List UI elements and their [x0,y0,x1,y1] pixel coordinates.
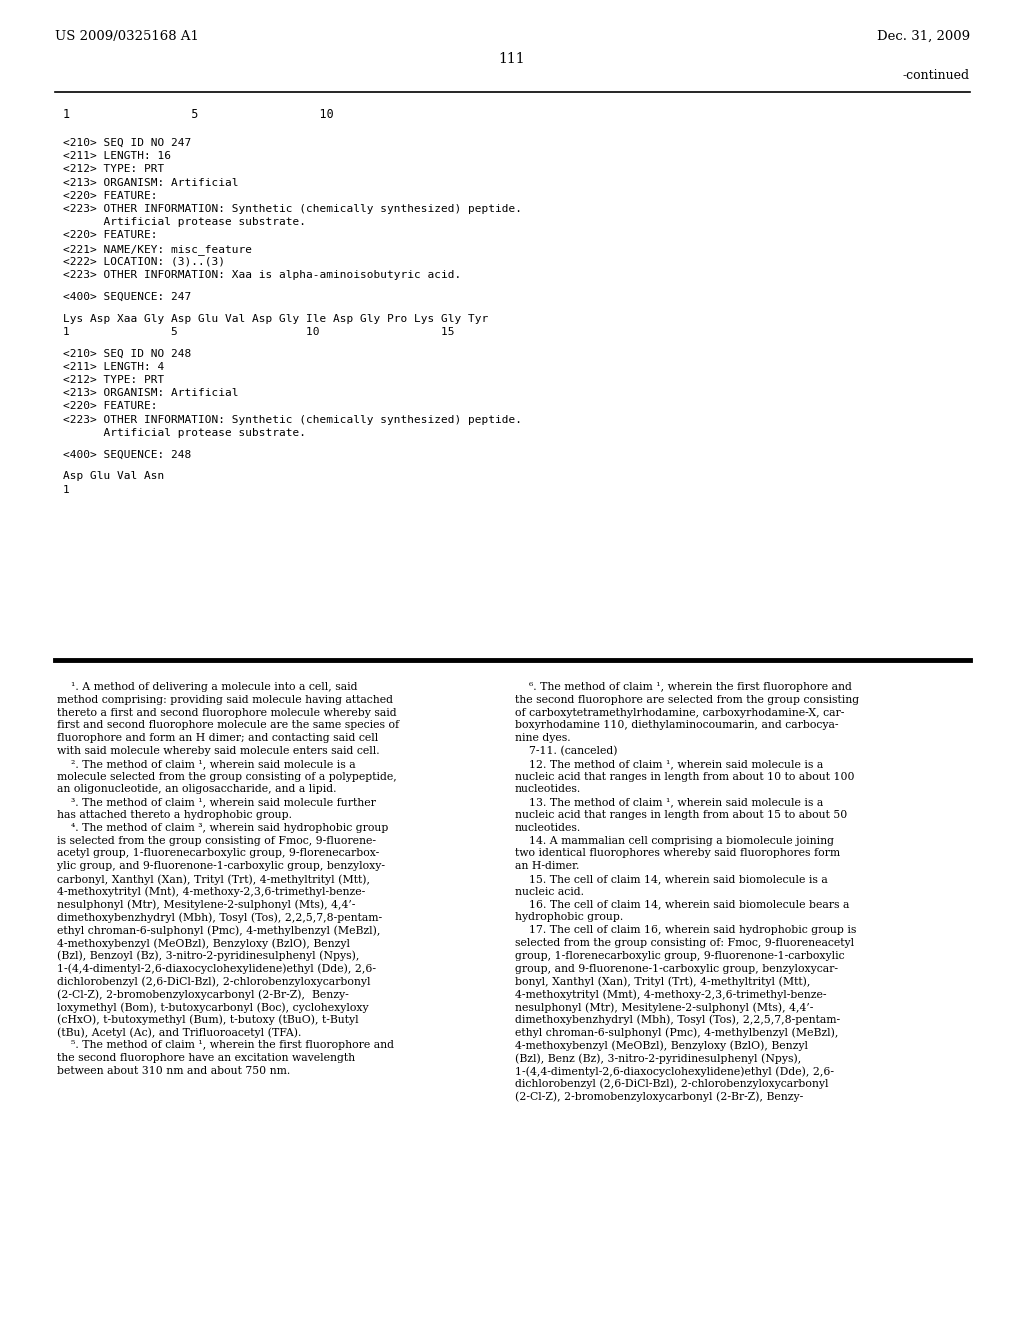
Text: ⁵. The method of claim ¹, wherein the first fluorophore and: ⁵. The method of claim ¹, wherein the fi… [57,1040,394,1051]
Text: 1-(4,4-dimentyl-2,6-diaxocyclohexylidene)ethyl (Dde), 2,6-: 1-(4,4-dimentyl-2,6-diaxocyclohexylidene… [515,1067,834,1077]
Text: nucleic acid that ranges in length from about 15 to about 50: nucleic acid that ranges in length from … [515,810,847,820]
Text: ¹. A method of delivering a molecule into a cell, said: ¹. A method of delivering a molecule int… [57,682,357,692]
Text: 1-(4,4-dimentyl-2,6-diaxocyclohexylidene)ethyl (Dde), 2,6-: 1-(4,4-dimentyl-2,6-diaxocyclohexylidene… [57,964,376,974]
Text: dimethoxybenzhydryl (Mbh), Tosyl (Tos), 2,2,5,7,8-pentam-: dimethoxybenzhydryl (Mbh), Tosyl (Tos), … [515,1015,840,1026]
Text: dichlorobenzyl (2,6-DiCl-Bzl), 2-chlorobenzyloxycarbonyl: dichlorobenzyl (2,6-DiCl-Bzl), 2-chlorob… [57,977,371,987]
Text: 15. The cell of claim 14, wherein said biomolecule is a: 15. The cell of claim 14, wherein said b… [515,874,827,884]
Text: 12. The method of claim ¹, wherein said molecule is a: 12. The method of claim ¹, wherein said … [515,759,823,768]
Text: <211> LENGTH: 16: <211> LENGTH: 16 [63,152,171,161]
Text: the second fluorophore have an excitation wavelength: the second fluorophore have an excitatio… [57,1053,355,1063]
Text: molecule selected from the group consisting of a polypeptide,: molecule selected from the group consist… [57,772,396,781]
Text: nine dyes.: nine dyes. [515,733,570,743]
Text: <222> LOCATION: (3)..(3): <222> LOCATION: (3)..(3) [63,257,225,267]
Text: nucleic acid.: nucleic acid. [515,887,584,896]
Text: boxyrhodamine 110, diethylaminocoumarin, and carbocya-: boxyrhodamine 110, diethylaminocoumarin,… [515,721,839,730]
Text: <213> ORGANISM: Artificial: <213> ORGANISM: Artificial [63,388,239,399]
Text: dichlorobenzyl (2,6-DiCl-Bzl), 2-chlorobenzyloxycarbonyl: dichlorobenzyl (2,6-DiCl-Bzl), 2-chlorob… [515,1078,828,1089]
Text: with said molecule whereby said molecule enters said cell.: with said molecule whereby said molecule… [57,746,380,756]
Text: 1                 5                 10: 1 5 10 [63,108,334,121]
Text: (cHxO), t-butoxymethyl (Bum), t-butoxy (tBuO), t-Butyl: (cHxO), t-butoxymethyl (Bum), t-butoxy (… [57,1015,358,1026]
Text: loxymethyl (Bom), t-butoxycarbonyl (Boc), cyclohexyloxy: loxymethyl (Bom), t-butoxycarbonyl (Boc)… [57,1002,369,1012]
Text: <220> FEATURE:: <220> FEATURE: [63,231,158,240]
Text: ⁶. The method of claim ¹, wherein the first fluorophore and: ⁶. The method of claim ¹, wherein the fi… [515,682,852,692]
Text: Artificial protease substrate.: Artificial protease substrate. [63,428,306,438]
Text: nesulphonyl (Mtr), Mesitylene-2-sulphonyl (Mts), 4,4’-: nesulphonyl (Mtr), Mesitylene-2-sulphony… [57,900,355,911]
Text: 111: 111 [499,51,525,66]
Text: <223> OTHER INFORMATION: Synthetic (chemically synthesized) peptide.: <223> OTHER INFORMATION: Synthetic (chem… [63,205,522,214]
Text: 1: 1 [63,484,70,495]
Text: <223> OTHER INFORMATION: Xaa is alpha-aminoisobutyric acid.: <223> OTHER INFORMATION: Xaa is alpha-am… [63,271,461,280]
Text: Lys Asp Xaa Gly Asp Glu Val Asp Gly Ile Asp Gly Pro Lys Gly Tyr: Lys Asp Xaa Gly Asp Glu Val Asp Gly Ile … [63,314,488,323]
Text: between about 310 nm and about 750 nm.: between about 310 nm and about 750 nm. [57,1067,290,1076]
Text: <210> SEQ ID NO 248: <210> SEQ ID NO 248 [63,348,191,359]
Text: has attached thereto a hydrophobic group.: has attached thereto a hydrophobic group… [57,810,292,820]
Text: hydrophobic group.: hydrophobic group. [515,912,624,923]
Text: 4-methoxytrityl (Mnt), 4-methoxy-2,3,6-trimethyl-benze-: 4-methoxytrityl (Mnt), 4-methoxy-2,3,6-t… [57,887,366,898]
Text: (2-Cl-Z), 2-bromobenzyloxycarbonyl (2-Br-Z),  Benzy-: (2-Cl-Z), 2-bromobenzyloxycarbonyl (2-Br… [57,989,349,999]
Text: ethyl chroman-6-sulphonyl (Pmc), 4-methylbenzyl (MeBzl),: ethyl chroman-6-sulphonyl (Pmc), 4-methy… [57,925,380,936]
Text: an H-dimer.: an H-dimer. [515,861,580,871]
Text: (tBu), Acetyl (Ac), and Trifluoroacetyl (TFA).: (tBu), Acetyl (Ac), and Trifluoroacetyl … [57,1027,301,1038]
Text: 4-methoxybenzyl (MeOBzl), Benzyloxy (BzlO), Benzyl: 4-methoxybenzyl (MeOBzl), Benzyloxy (Bzl… [57,939,350,949]
Text: (Bzl), Benz (Bz), 3-nitro-2-pyridinesulphenyl (Npys),: (Bzl), Benz (Bz), 3-nitro-2-pyridinesulp… [515,1053,801,1064]
Text: 7-11. (canceled): 7-11. (canceled) [515,746,617,756]
Text: Dec. 31, 2009: Dec. 31, 2009 [877,30,970,44]
Text: 14. A mammalian cell comprising a biomolecule joining: 14. A mammalian cell comprising a biomol… [515,836,834,846]
Text: 17. The cell of claim 16, wherein said hydrophobic group is: 17. The cell of claim 16, wherein said h… [515,925,856,935]
Text: selected from the group consisting of: Fmoc, 9-fluoreneacetyl: selected from the group consisting of: F… [515,939,854,948]
Text: ethyl chroman-6-sulphonyl (Pmc), 4-methylbenzyl (MeBzl),: ethyl chroman-6-sulphonyl (Pmc), 4-methy… [515,1027,839,1038]
Text: dimethoxybenzhydryl (Mbh), Tosyl (Tos), 2,2,5,7,8-pentam-: dimethoxybenzhydryl (Mbh), Tosyl (Tos), … [57,912,382,923]
Text: method comprising: providing said molecule having attached: method comprising: providing said molecu… [57,694,393,705]
Text: <220> FEATURE:: <220> FEATURE: [63,401,158,412]
Text: 4-methoxybenzyl (MeOBzl), Benzyloxy (BzlO), Benzyl: 4-methoxybenzyl (MeOBzl), Benzyloxy (Bzl… [515,1040,808,1051]
Text: <213> ORGANISM: Artificial: <213> ORGANISM: Artificial [63,178,239,187]
Text: is selected from the group consisting of Fmoc, 9-fluorene-: is selected from the group consisting of… [57,836,376,846]
Text: two identical fluorophores whereby said fluorophores form: two identical fluorophores whereby said … [515,849,840,858]
Text: <400> SEQUENCE: 247: <400> SEQUENCE: 247 [63,292,191,302]
Text: <210> SEQ ID NO 247: <210> SEQ ID NO 247 [63,139,191,148]
Text: 4-methoxytrityl (Mmt), 4-methoxy-2,3,6-trimethyl-benze-: 4-methoxytrityl (Mmt), 4-methoxy-2,3,6-t… [515,989,826,999]
Text: of carboxytetramethylrhodamine, carboxyrhodamine-X, car-: of carboxytetramethylrhodamine, carboxyr… [515,708,845,718]
Text: (Bzl), Benzoyl (Bz), 3-nitro-2-pyridinesulphenyl (Npys),: (Bzl), Benzoyl (Bz), 3-nitro-2-pyridines… [57,950,359,961]
Text: (2-Cl-Z), 2-bromobenzyloxycarbonyl (2-Br-Z), Benzy-: (2-Cl-Z), 2-bromobenzyloxycarbonyl (2-Br… [515,1092,803,1102]
Text: first and second fluorophore molecule are the same species of: first and second fluorophore molecule ar… [57,721,399,730]
Text: ². The method of claim ¹, wherein said molecule is a: ². The method of claim ¹, wherein said m… [57,759,355,768]
Text: <212> TYPE: PRT: <212> TYPE: PRT [63,165,164,174]
Text: fluorophore and form an H dimer; and contacting said cell: fluorophore and form an H dimer; and con… [57,733,378,743]
Text: <223> OTHER INFORMATION: Synthetic (chemically synthesized) peptide.: <223> OTHER INFORMATION: Synthetic (chem… [63,414,522,425]
Text: thereto a first and second fluorophore molecule whereby said: thereto a first and second fluorophore m… [57,708,396,718]
Text: 1               5                   10                  15: 1 5 10 15 [63,327,455,337]
Text: <220> FEATURE:: <220> FEATURE: [63,191,158,201]
Text: an oligonucleotide, an oligosaccharide, and a lipid.: an oligonucleotide, an oligosaccharide, … [57,784,337,795]
Text: nucleotides.: nucleotides. [515,784,582,795]
Text: <212> TYPE: PRT: <212> TYPE: PRT [63,375,164,385]
Text: group, 1-florenecarboxylic group, 9-fluorenone-1-carboxylic: group, 1-florenecarboxylic group, 9-fluo… [515,950,845,961]
Text: nucleic acid that ranges in length from about 10 to about 100: nucleic acid that ranges in length from … [515,772,854,781]
Text: nesulphonyl (Mtr), Mesitylene-2-sulphonyl (Mts), 4,4’-: nesulphonyl (Mtr), Mesitylene-2-sulphony… [515,1002,813,1012]
Text: ⁴. The method of claim ³, wherein said hydrophobic group: ⁴. The method of claim ³, wherein said h… [57,822,388,833]
Text: -continued: -continued [903,69,970,82]
Text: US 2009/0325168 A1: US 2009/0325168 A1 [55,30,199,44]
Text: nucleotides.: nucleotides. [515,822,582,833]
Text: bonyl, Xanthyl (Xan), Trityl (Trt), 4-methyltrityl (Mtt),: bonyl, Xanthyl (Xan), Trityl (Trt), 4-me… [515,977,810,987]
Text: acetyl group, 1-fluorenecarboxylic group, 9-florenecarbox-: acetyl group, 1-fluorenecarboxylic group… [57,849,379,858]
Text: group, and 9-fluorenone-1-carboxylic group, benzyloxycar-: group, and 9-fluorenone-1-carboxylic gro… [515,964,838,974]
Text: Artificial protease substrate.: Artificial protease substrate. [63,218,306,227]
Text: ³. The method of claim ¹, wherein said molecule further: ³. The method of claim ¹, wherein said m… [57,797,376,808]
Text: <211> LENGTH: 4: <211> LENGTH: 4 [63,362,164,372]
Text: Asp Glu Val Asn: Asp Glu Val Asn [63,471,164,482]
Text: 13. The method of claim ¹, wherein said molecule is a: 13. The method of claim ¹, wherein said … [515,797,823,808]
Text: <221> NAME/KEY: misc_feature: <221> NAME/KEY: misc_feature [63,244,252,255]
Text: <400> SEQUENCE: 248: <400> SEQUENCE: 248 [63,450,191,459]
Text: the second fluorophore are selected from the group consisting: the second fluorophore are selected from… [515,694,859,705]
Text: carbonyl, Xanthyl (Xan), Trityl (Trt), 4-methyltrityl (Mtt),: carbonyl, Xanthyl (Xan), Trityl (Trt), 4… [57,874,370,884]
Text: 16. The cell of claim 14, wherein said biomolecule bears a: 16. The cell of claim 14, wherein said b… [515,900,849,909]
Text: ylic group, and 9-fluorenone-1-carboxylic group, benzyloxy-: ylic group, and 9-fluorenone-1-carboxyli… [57,861,385,871]
